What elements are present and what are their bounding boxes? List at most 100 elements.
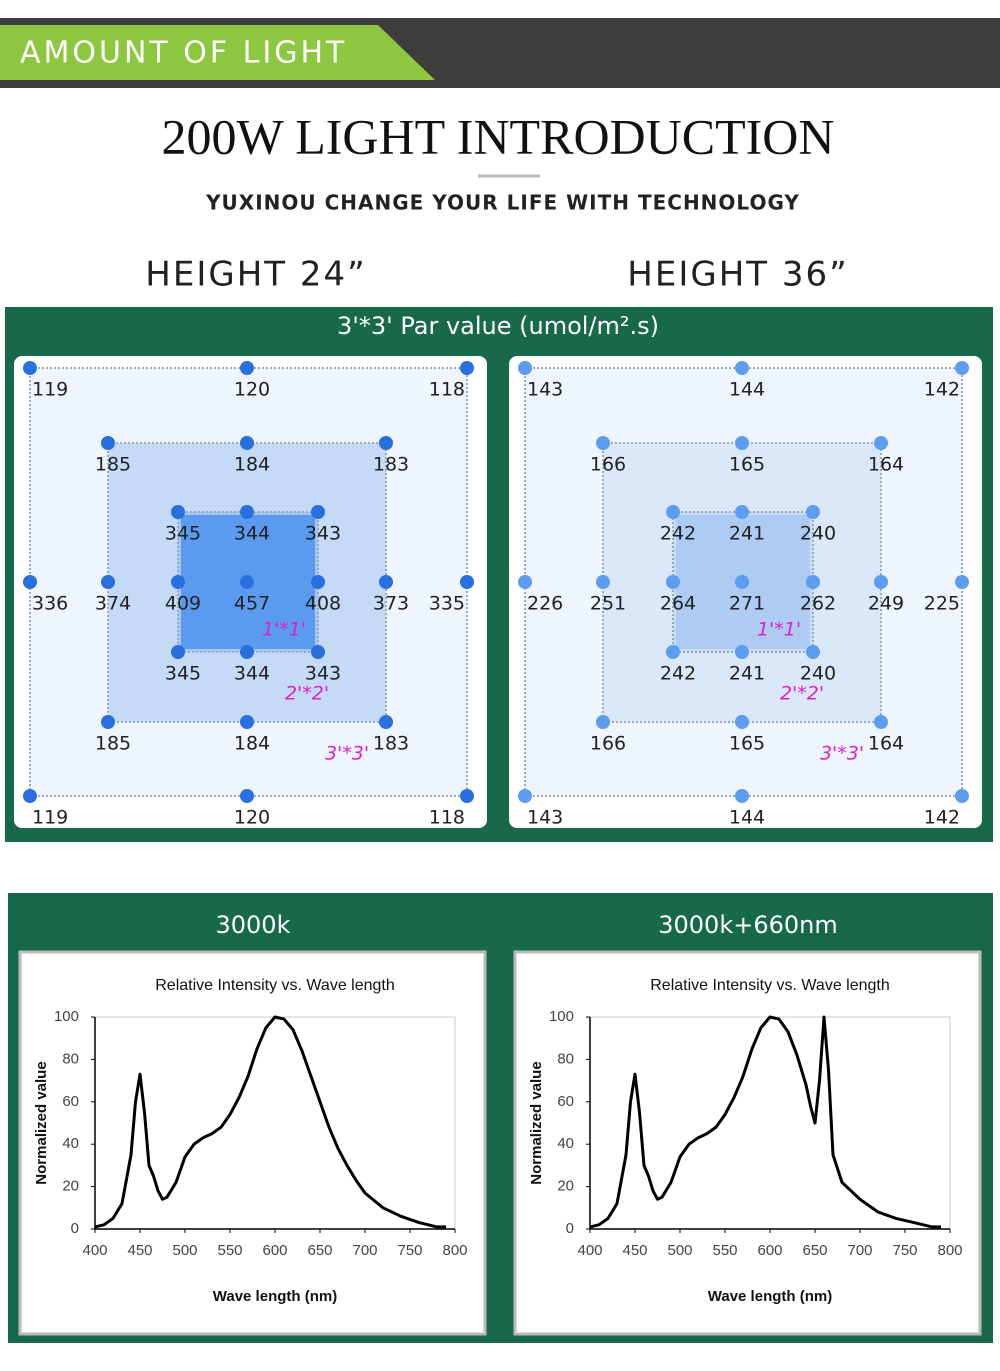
x-tick-label: 600 [262,1242,287,1259]
x-tick-label: 450 [127,1242,152,1259]
sample-point [379,715,393,729]
subtitle: YUXINOU CHANGE YOUR LIFE WITH TECHNOLOGY [205,191,800,215]
par-value: 344 [234,663,270,685]
par-value: 120 [234,807,270,829]
sample-point [735,505,749,519]
par-value: 336 [32,593,68,615]
par-value: 262 [800,593,836,615]
y-tick-label: 60 [557,1093,574,1110]
par-value: 184 [234,733,270,755]
sample-point [874,436,888,450]
par-value: 225 [924,593,960,615]
sample-point [666,505,680,519]
chart-title: Relative Intensity vs. Wave length [155,977,395,994]
y-tick-label: 40 [557,1135,574,1152]
x-tick-label: 800 [442,1242,467,1259]
sample-point [666,575,680,589]
par-value: 184 [234,454,270,476]
par-value: 142 [924,379,960,401]
y-tick-label: 60 [62,1093,79,1110]
sample-point [666,645,680,659]
par-value: 251 [590,593,626,615]
x-tick-label: 550 [712,1242,737,1259]
sample-point [171,645,185,659]
par-value: 183 [373,733,409,755]
par-value: 242 [660,663,696,685]
chart-title: Relative Intensity vs. Wave length [650,977,890,994]
sample-point [240,645,254,659]
sample-point [735,436,749,450]
height-heading: HEIGHT 36” [627,255,848,295]
x-tick-label: 450 [622,1242,647,1259]
y-tick-label: 100 [54,1008,79,1025]
par-value: 143 [527,807,563,829]
x-tick-label: 750 [397,1242,422,1259]
par-value: 271 [729,593,765,615]
sample-point [240,436,254,450]
x-tick-label: 650 [307,1242,332,1259]
banner-tab [0,25,435,80]
par-value: 240 [800,663,836,685]
y-tick-label: 0 [71,1220,79,1237]
par-value: 226 [527,593,563,615]
y-tick-label: 80 [62,1050,79,1067]
sample-point [735,789,749,803]
title: 200W LIGHT INTRODUCTION [161,108,834,164]
par-value: 144 [729,807,765,829]
par-value: 166 [590,454,626,476]
sample-point [955,575,969,589]
par-value: 408 [305,593,341,615]
sample-point [379,575,393,589]
sample-point [596,715,610,729]
par-value: 118 [429,807,465,829]
sample-point [311,505,325,519]
sample-point [460,575,474,589]
par-value: 165 [729,733,765,755]
sample-point [955,361,969,375]
sample-point [101,575,115,589]
sample-point [735,645,749,659]
par-value: 240 [800,523,836,545]
y-tick-label: 40 [62,1135,79,1152]
sample-point [460,789,474,803]
par-value: 343 [305,663,341,685]
sample-point [240,361,254,375]
par-title: 3'*3' Par value (umol/m².s) [337,312,659,340]
banner-text: AMOUNT OF LIGHT [20,36,347,71]
chart-box [513,950,982,1336]
sample-point [518,789,532,803]
sample-point [171,575,185,589]
sample-point [806,645,820,659]
height-heading: HEIGHT 24” [145,255,366,295]
sample-point [955,789,969,803]
x-tick-label: 800 [937,1242,962,1259]
par-value: 164 [868,733,904,755]
chart-box [18,950,487,1336]
chart-header: 3000k [216,911,291,939]
sample-point [311,575,325,589]
par-value: 120 [234,379,270,401]
y-tick-label: 80 [557,1050,574,1067]
par-value: 166 [590,733,626,755]
x-tick-label: 750 [892,1242,917,1259]
par-value: 144 [729,379,765,401]
x-tick-label: 700 [352,1242,377,1259]
x-axis-label: Wave length (nm) [213,1288,337,1305]
sample-point [735,575,749,589]
par-value: 345 [165,663,201,685]
zone-label: 1'*1' [262,619,306,641]
sample-point [379,436,393,450]
par-value: 185 [95,733,131,755]
chart-header: 3000k+660nm [658,911,837,939]
y-axis-label: Normalized value [33,1061,50,1184]
y-tick-label: 20 [62,1178,79,1195]
par-value: 374 [95,593,131,615]
sample-point [101,715,115,729]
sample-point [874,575,888,589]
spectrum-line [94,1015,446,1229]
par-value: 264 [660,593,696,615]
sample-point [596,436,610,450]
par-value: 241 [729,663,765,685]
sample-point [806,505,820,519]
sample-point [518,575,532,589]
